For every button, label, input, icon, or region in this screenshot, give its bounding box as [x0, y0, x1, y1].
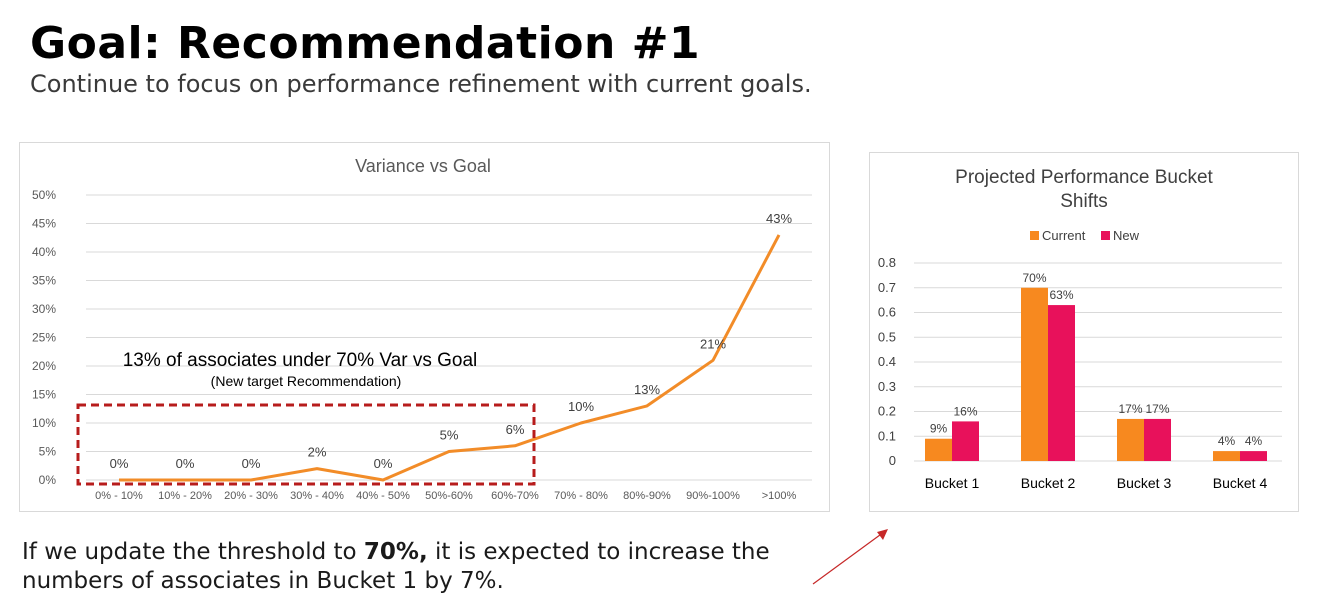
series-line [119, 234, 781, 482]
data-label: 0% [176, 456, 195, 471]
bar-data-label: 4% [1245, 434, 1263, 448]
y-tick-label: 0.6 [878, 305, 896, 320]
y-tick-label: 0% [39, 473, 57, 487]
x-tick-label: 0% - 10% [95, 490, 143, 502]
bar-current [925, 438, 952, 461]
y-tick-label: 25% [32, 331, 56, 345]
x-tick-label: Bucket 3 [1117, 475, 1172, 491]
bar-new [1144, 418, 1171, 461]
bar-current [1021, 287, 1048, 461]
x-tick-label: 10% - 20% [158, 490, 212, 502]
bar-new [1048, 305, 1075, 461]
y-tick-label: 0.1 [878, 428, 896, 443]
bar-data-label: 63% [1049, 288, 1073, 302]
bar-data-label: 70% [1022, 271, 1046, 285]
footer-bold: 70%, [363, 539, 428, 565]
bar-data-label: 16% [953, 404, 977, 418]
bar-data-label: 17% [1118, 402, 1142, 416]
y-tick-label: 0.8 [878, 255, 896, 270]
line-chart: Variance vs Goal 0% 5% 10% 15% 20% 25% 30% 35% 4… [32, 156, 812, 502]
x-tick-label: 60%-70% [491, 490, 539, 502]
x-tick-label: Bucket 2 [1021, 475, 1076, 491]
x-tick-label: 80%-90% [623, 490, 671, 502]
data-label: 13% [634, 382, 660, 397]
bar-data-label: 4% [1218, 434, 1236, 448]
x-tick-label: Bucket 4 [1213, 475, 1268, 491]
page-subtitle: Continue to focus on performance refinem… [30, 70, 812, 98]
y-tick-label: 50% [32, 188, 56, 202]
footer-part2: it is expected to increase the [427, 539, 770, 565]
data-label: 0% [242, 456, 261, 471]
x-tick-label: 70% - 80% [554, 490, 608, 502]
line-chart-title: Variance vs Goal [355, 156, 491, 176]
footer-part1: If we update the threshold to [22, 539, 364, 565]
data-label: 0% [110, 456, 129, 471]
bar-chart: Projected Performance Bucket Shifts Curr… [878, 167, 1282, 491]
data-label: 5% [440, 428, 459, 443]
data-label: 10% [568, 399, 594, 414]
bar-new [1240, 451, 1267, 461]
y-tick-label: 40% [32, 245, 56, 259]
y-tick-label: 5% [39, 445, 57, 459]
x-tick-label: >100% [762, 490, 797, 502]
x-tick-label: 50%-60% [425, 490, 473, 502]
y-tick-label: 45% [32, 217, 56, 231]
annotation-line1: 13% of associates under 70% Var vs Goal [123, 350, 478, 371]
x-tick-label: 90%-100% [686, 490, 740, 502]
y-tick-label: 15% [32, 388, 56, 402]
y-tick-label: 0.4 [878, 354, 896, 369]
legend-swatch-new [1101, 231, 1110, 240]
y-tick-label: 10% [32, 416, 56, 430]
data-label: 6% [506, 422, 525, 437]
bar-data-label: 17% [1145, 402, 1169, 416]
legend-label-current: Current [1042, 228, 1086, 243]
data-label: 0% [374, 456, 393, 471]
y-tick-label: 30% [32, 302, 56, 316]
bar-chart-title-line2: Shifts [1060, 191, 1108, 212]
bar-chart-panel: Projected Performance Bucket Shifts Curr… [869, 152, 1299, 512]
bar-current [1213, 451, 1240, 461]
data-label: 43% [766, 211, 792, 226]
y-tick-label: 0.7 [878, 280, 896, 295]
bar-current [1117, 418, 1144, 461]
line-chart-panel: Variance vs Goal 0% 5% 10% 15% 20% 25% 30% 35% 4… [19, 142, 830, 512]
x-tick-label: 40% - 50% [356, 490, 410, 502]
x-tick-label: 20% - 30% [224, 490, 278, 502]
x-tick-label: Bucket 1 [925, 475, 980, 491]
footer-text: If we update the threshold to 70%, it is… [22, 538, 770, 596]
bar-new [952, 421, 979, 461]
y-tick-label: 0 [889, 453, 896, 468]
page-title: Goal: Recommendation #1 [30, 18, 701, 69]
bar-data-label: 9% [930, 422, 948, 436]
y-tick-label: 20% [32, 359, 56, 373]
y-tick-label: 35% [32, 274, 56, 288]
y-tick-label: 0.3 [878, 379, 896, 394]
legend: Current New [1030, 228, 1140, 243]
y-tick-label: 0.2 [878, 404, 896, 419]
data-label: 21% [700, 336, 726, 351]
highlight-box [76, 403, 536, 486]
footer-line2: numbers of associates in Bucket 1 by 7%. [22, 568, 504, 594]
legend-swatch-current [1030, 231, 1039, 240]
y-tick-label: 0.5 [878, 329, 896, 344]
legend-label-new: New [1113, 228, 1140, 243]
x-tick-label: 30% - 40% [290, 490, 344, 502]
bar-chart-title-line1: Projected Performance Bucket [955, 167, 1213, 188]
data-label: 2% [308, 445, 327, 460]
annotation-line2: (New target Recommendation) [211, 373, 402, 389]
